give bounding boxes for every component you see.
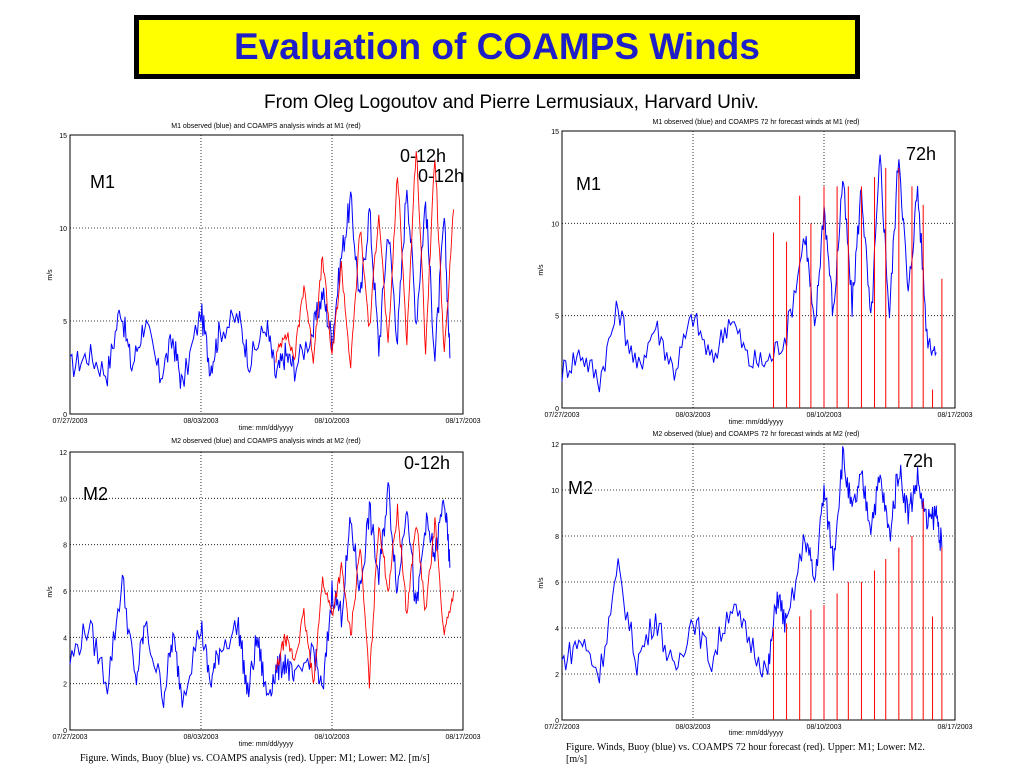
observed-series-line	[561, 446, 943, 684]
y-axis-label: m/s	[47, 586, 54, 598]
plot-frame	[69, 134, 464, 415]
x-tick-label: 08/03/2003	[675, 724, 710, 731]
y-tick-label: 10	[59, 496, 67, 503]
panel-annotation: M1	[90, 172, 115, 192]
chart-title: M2 observed (blue) and COAMPS analysis w…	[171, 438, 360, 445]
y-tick-label: 4	[63, 635, 67, 642]
y-tick-label: 2	[555, 672, 559, 679]
x-axis-label: time: mm/dd/yyyy	[729, 730, 784, 737]
panel-annotation: M2	[568, 478, 593, 498]
y-axis-label: m/s	[538, 577, 545, 589]
y-tick-label: 8	[555, 534, 559, 541]
caption-right-line1: Figure. Winds, Buoy (blue) vs. COAMPS 72…	[566, 742, 925, 753]
y-tick-label: 0	[63, 728, 67, 735]
panel-annotation: 0-12h	[404, 453, 450, 473]
page-title: Evaluation of COAMPS Winds	[234, 26, 760, 67]
x-tick-label: 07/27/2003	[544, 724, 579, 731]
x-tick-label: 07/27/2003	[52, 734, 87, 741]
chart-title: M1 observed (blue) and COAMPS analysis w…	[171, 123, 360, 130]
y-tick-label: 6	[555, 580, 559, 587]
y-tick-label: 15	[59, 133, 67, 140]
panel-annotation: M2	[83, 484, 108, 504]
x-tick-label: 08/17/2003	[937, 412, 972, 419]
y-tick-label: 10	[551, 488, 559, 495]
y-tick-label: 6	[63, 589, 67, 596]
observed-series-line	[69, 482, 451, 708]
x-axis-label: time: mm/dd/yyyy	[239, 741, 294, 748]
y-tick-label: 12	[551, 442, 559, 449]
x-tick-label: 08/10/2003	[314, 418, 349, 425]
x-tick-label: 08/03/2003	[675, 412, 710, 419]
y-tick-label: 0	[555, 718, 559, 725]
x-tick-label: 08/10/2003	[806, 412, 841, 419]
y-axis-label: m/s	[538, 264, 545, 276]
y-tick-label: 10	[551, 221, 559, 228]
chart-title: M1 observed (blue) and COAMPS 72 hr fore…	[653, 119, 860, 126]
model-series-line	[275, 503, 455, 689]
caption-right-line2: [m/s]	[566, 754, 588, 765]
panel-annotation: M1	[576, 174, 601, 194]
title-banner: Evaluation of COAMPS Winds	[134, 15, 860, 79]
y-tick-label: 8	[63, 543, 67, 550]
x-axis-label: time: mm/dd/yyyy	[729, 419, 784, 426]
chart-title: M2 observed (blue) and COAMPS 72 hr fore…	[653, 431, 860, 438]
panel-annotation: 72h	[903, 451, 933, 471]
y-tick-label: 2	[63, 682, 67, 689]
y-tick-label: 5	[63, 319, 67, 326]
panel-annotation: 72h	[906, 144, 936, 164]
page-subtitle: From Oleg Logoutov and Pierre Lermusiaux…	[264, 92, 759, 113]
x-tick-label: 08/17/2003	[445, 734, 480, 741]
y-tick-label: 4	[555, 626, 559, 633]
x-axis-label: time: mm/dd/yyyy	[239, 425, 294, 432]
x-tick-label: 08/10/2003	[806, 724, 841, 731]
panel-annotation: 0-12h	[400, 146, 446, 166]
y-axis-label: m/s	[47, 269, 54, 281]
model-series-line	[275, 151, 455, 369]
observed-series-line	[561, 154, 937, 393]
x-tick-label: 07/27/2003	[52, 418, 87, 425]
y-tick-label: 10	[59, 226, 67, 233]
y-tick-label: 12	[59, 450, 67, 457]
x-tick-label: 08/17/2003	[937, 724, 972, 731]
y-tick-label: 15	[551, 129, 559, 136]
x-tick-label: 08/03/2003	[183, 734, 218, 741]
y-tick-label: 0	[555, 406, 559, 413]
x-tick-label: 08/03/2003	[183, 418, 218, 425]
panel-annotation: 0-12h	[418, 166, 464, 186]
caption-left: Figure. Winds, Buoy (blue) vs. COAMPS an…	[80, 753, 430, 764]
y-tick-label: 0	[63, 412, 67, 419]
x-tick-label: 08/10/2003	[314, 734, 349, 741]
plot-frame	[561, 130, 956, 409]
x-tick-label: 07/27/2003	[544, 412, 579, 419]
y-tick-label: 5	[555, 314, 559, 321]
x-tick-label: 08/17/2003	[445, 418, 480, 425]
